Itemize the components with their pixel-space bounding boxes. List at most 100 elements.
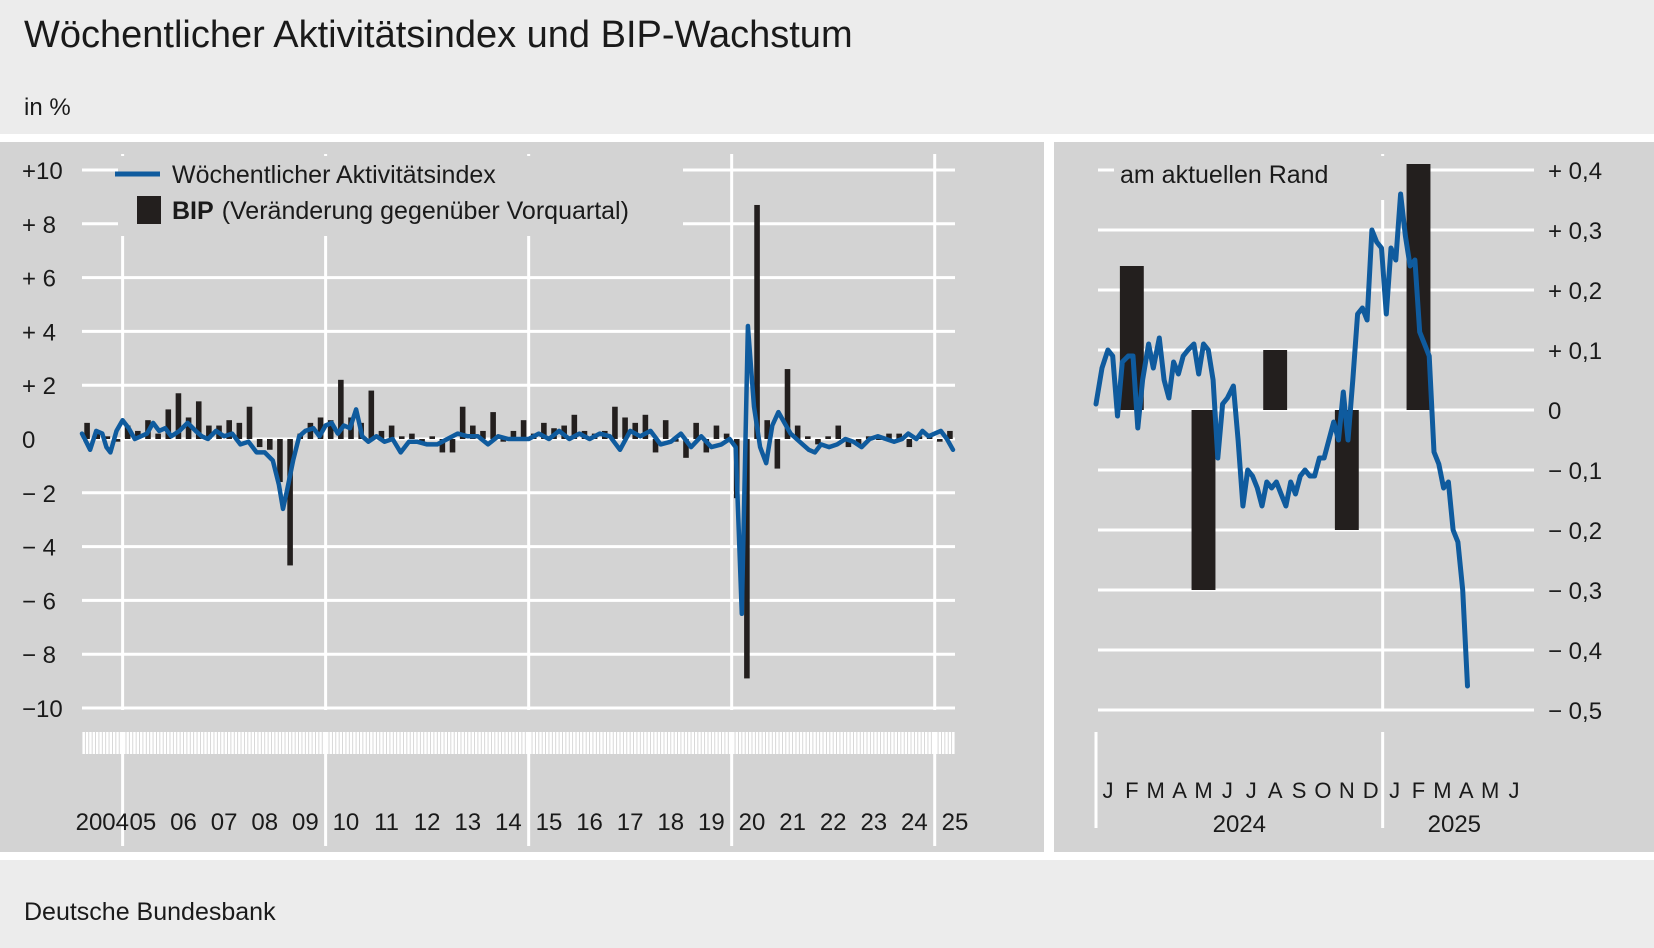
left-y-tick-label: − 6 — [22, 588, 56, 615]
left-bip-bar — [114, 439, 121, 442]
left-y-tick-label: +10 — [22, 158, 63, 185]
left-bip-bar — [165, 409, 172, 439]
left-bip-bar — [683, 439, 689, 458]
left-x-year-label: 2004 — [76, 809, 129, 836]
left-y-tick-label: 0 — [22, 427, 35, 454]
left-bip-bar — [449, 439, 456, 453]
left-x-year-label: 06 — [170, 809, 197, 836]
right-month-label: S — [1292, 778, 1307, 803]
right-y-tick-label: − 0,3 — [1548, 578, 1602, 605]
right-bip-bar — [1191, 410, 1216, 590]
left-bip-bar — [744, 439, 750, 679]
right-y-tick-label: − 0,2 — [1548, 518, 1602, 545]
left-bip-bar — [784, 369, 791, 439]
left-x-year-label: 05 — [130, 809, 157, 836]
left-bip-bar — [256, 439, 263, 448]
left-bip-bar — [206, 425, 212, 439]
left-bip-bar — [632, 422, 639, 439]
left-y-axis-labels: +10 + 8 + 6 + 4 + 2 0 − 2 − 4 − 6 − 8 −10 — [22, 158, 63, 723]
legend-bar-label-bold: BIP — [172, 197, 214, 225]
left-bip-bar — [338, 379, 344, 439]
left-bip-bar — [794, 425, 801, 439]
left-y-tick-label: − 2 — [22, 481, 56, 508]
left-bip-bar — [317, 417, 324, 439]
left-bip-bar — [642, 414, 649, 439]
left-bip-bar — [267, 439, 273, 450]
left-chart-panel: +10 + 8 + 6 + 4 + 2 0 − 2 − 4 − 6 − 8 −10 2004 05 06… — [0, 142, 1044, 852]
left-y-tick-label: + 2 — [22, 373, 56, 400]
left-bip-bar — [409, 433, 415, 439]
right-month-label: M — [1147, 778, 1165, 803]
left-x-year-label: 21 — [779, 809, 806, 836]
right-y-tick-label: + 0,2 — [1548, 278, 1602, 305]
left-bip-bar — [490, 412, 496, 439]
right-month-label: J — [1102, 778, 1113, 803]
left-y-tick-label: + 6 — [22, 266, 56, 293]
left-bip-bar — [510, 430, 517, 439]
left-bip-bar — [947, 430, 953, 439]
left-x-year-label: 18 — [657, 809, 684, 836]
left-x-year-label: 15 — [536, 809, 563, 836]
left-x-year-label: 16 — [576, 809, 603, 836]
right-month-label: M — [1433, 778, 1451, 803]
right-month-label: D — [1363, 778, 1379, 803]
left-x-year-label: 09 — [292, 809, 319, 836]
left-bip-bar — [541, 422, 547, 439]
right-month-label: O — [1314, 778, 1331, 803]
left-bip-bar — [622, 417, 628, 439]
right-y-tick-label: − 0,5 — [1548, 698, 1602, 725]
left-x-year-label: 24 — [901, 809, 928, 836]
legend-bar-swatch — [137, 196, 161, 224]
right-bip-bar — [1119, 266, 1144, 410]
left-x-year-label: 19 — [698, 809, 725, 836]
left-x-year-label: 07 — [211, 809, 238, 836]
left-bip-bar — [419, 439, 425, 442]
left-bip-bar — [693, 422, 699, 439]
left-x-year-label: 22 — [820, 809, 847, 836]
left-bip-bar — [886, 433, 892, 439]
left-bip-bar — [104, 436, 111, 439]
left-bip-bar — [723, 433, 730, 439]
left-x-year-label: 17 — [617, 809, 644, 836]
left-bip-bar — [815, 439, 821, 445]
right-month-label: A — [1268, 778, 1283, 803]
left-y-tick-label: − 4 — [22, 535, 56, 562]
right-month-label: N — [1339, 778, 1355, 803]
left-bip-bar — [876, 439, 882, 440]
panel-separator — [1044, 142, 1054, 852]
right-month-label: A — [1459, 778, 1474, 803]
left-y-tick-label: −10 — [22, 696, 63, 723]
right-month-label: J — [1246, 778, 1257, 803]
left-bip-bar — [835, 425, 842, 439]
left-x-year-label: 14 — [495, 809, 522, 836]
left-y-tick-label: + 8 — [22, 212, 56, 239]
left-bip-bar — [774, 439, 781, 469]
left-bip-bar — [287, 439, 293, 566]
right-month-label: F — [1412, 778, 1425, 803]
legend-bar-label: BIP (Veränderung gegenüber Vorquartal) — [172, 197, 629, 225]
right-year-label: 2025 — [1428, 811, 1481, 838]
left-bip-bar — [398, 436, 405, 439]
left-bip-bar — [277, 439, 283, 483]
left-bip-bar — [429, 436, 436, 439]
left-bip-bar — [378, 430, 385, 439]
left-y-tick-label: + 4 — [22, 319, 56, 346]
left-x-year-label: 20 — [739, 809, 766, 836]
right-month-label: J — [1389, 778, 1400, 803]
left-bip-bar — [936, 439, 943, 442]
left-bip-bar — [388, 425, 395, 439]
left-bip-bar — [226, 420, 232, 439]
legend-line-label: Wöchentlicher Aktivitätsindex — [172, 161, 496, 189]
right-month-label: M — [1481, 778, 1499, 803]
left-bip-bar — [470, 425, 476, 439]
left-bip-bar — [195, 401, 202, 439]
left-bip-bar — [825, 436, 831, 439]
left-bip-bar — [662, 420, 669, 439]
top-divider — [0, 134, 1654, 142]
left-bip-bar — [764, 420, 770, 439]
chart-title: Wöchentlicher Aktivitätsindex und BIP-Wa… — [24, 14, 853, 56]
right-bip-bar — [1263, 350, 1288, 410]
left-bip-bar — [896, 433, 902, 439]
left-bip-bar — [439, 439, 446, 453]
